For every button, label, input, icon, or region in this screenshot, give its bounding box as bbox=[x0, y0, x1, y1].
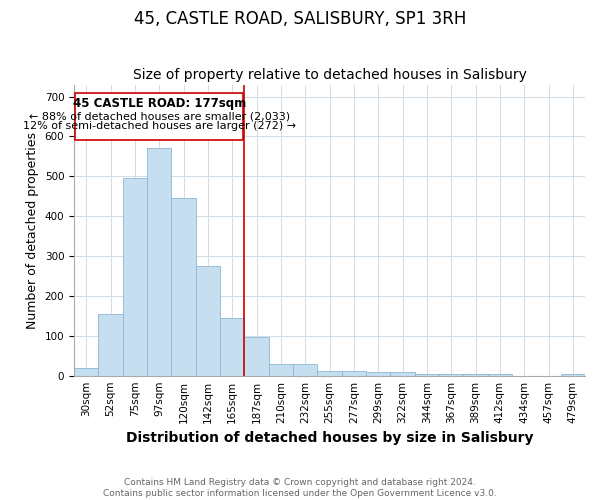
Bar bbox=[98, 314, 123, 376]
Bar bbox=[415, 374, 439, 376]
Text: 12% of semi-detached houses are larger (272) →: 12% of semi-detached houses are larger (… bbox=[23, 122, 296, 132]
Bar bbox=[147, 148, 172, 376]
FancyBboxPatch shape bbox=[75, 92, 243, 140]
Bar bbox=[269, 364, 293, 376]
Bar bbox=[560, 374, 585, 376]
Bar bbox=[196, 266, 220, 376]
Bar bbox=[439, 374, 463, 376]
Text: ← 88% of detached houses are smaller (2,033): ← 88% of detached houses are smaller (2,… bbox=[29, 112, 290, 122]
Bar bbox=[74, 368, 98, 376]
Text: Contains HM Land Registry data © Crown copyright and database right 2024.
Contai: Contains HM Land Registry data © Crown c… bbox=[103, 478, 497, 498]
Bar bbox=[123, 178, 147, 376]
Text: 45, CASTLE ROAD, SALISBURY, SP1 3RH: 45, CASTLE ROAD, SALISBURY, SP1 3RH bbox=[134, 10, 466, 28]
Y-axis label: Number of detached properties: Number of detached properties bbox=[26, 132, 39, 328]
Bar bbox=[463, 374, 488, 376]
X-axis label: Distribution of detached houses by size in Salisbury: Distribution of detached houses by size … bbox=[126, 431, 533, 445]
Bar bbox=[341, 371, 366, 376]
Bar bbox=[391, 372, 415, 376]
Bar bbox=[366, 372, 391, 376]
Bar bbox=[172, 198, 196, 376]
Bar bbox=[293, 364, 317, 376]
Title: Size of property relative to detached houses in Salisbury: Size of property relative to detached ho… bbox=[133, 68, 526, 82]
Bar bbox=[317, 371, 341, 376]
Text: 45 CASTLE ROAD: 177sqm: 45 CASTLE ROAD: 177sqm bbox=[73, 97, 246, 110]
Bar bbox=[220, 318, 244, 376]
Bar bbox=[488, 374, 512, 376]
Bar bbox=[244, 337, 269, 376]
